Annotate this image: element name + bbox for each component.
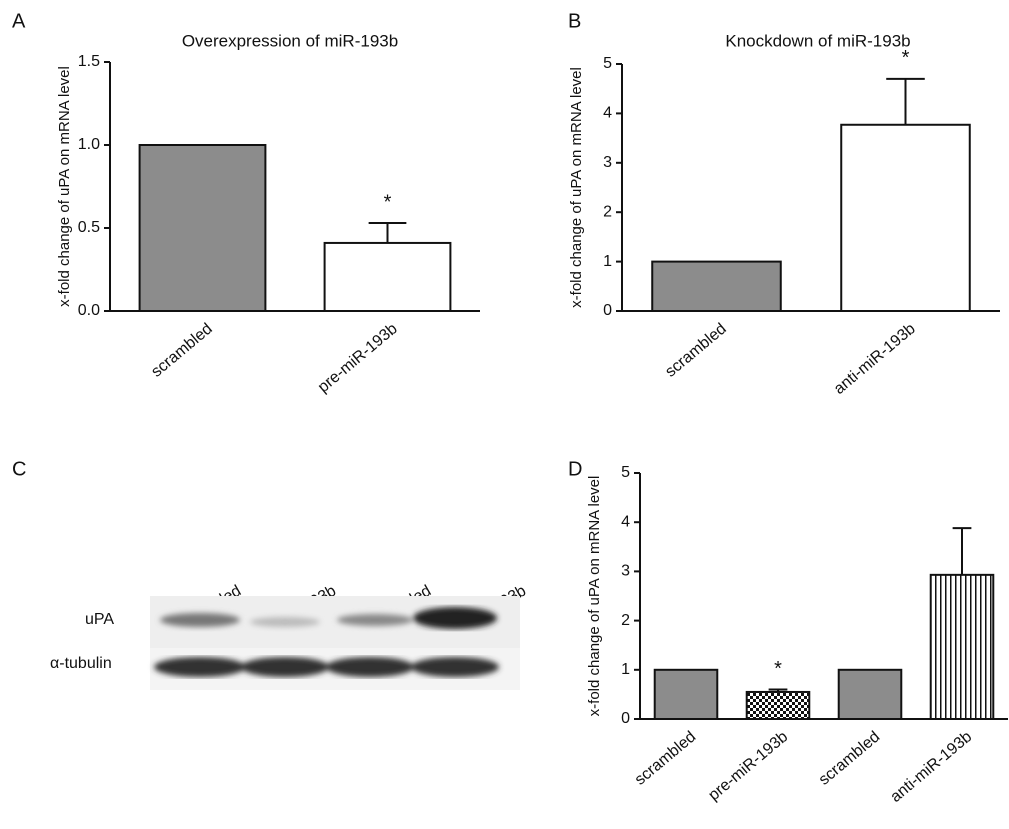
y-tick-label: 4 xyxy=(603,105,612,122)
bar xyxy=(841,125,970,311)
figure: C scrambled Pre-miR193b scrambled Anti-m… xyxy=(0,0,1009,829)
y-tick-label: 5 xyxy=(603,55,612,72)
panel-label: B xyxy=(568,10,581,32)
y-tick-label: 1 xyxy=(621,661,630,678)
row-label: uPA xyxy=(85,611,114,628)
x-tick-label: pre-miR-193b xyxy=(315,320,401,396)
y-tick-label: 0.0 xyxy=(78,302,100,319)
bar xyxy=(747,692,810,719)
y-tick-label: 2 xyxy=(603,203,612,220)
y-tick-label: 4 xyxy=(621,513,630,530)
row-label: α-tubulin xyxy=(50,655,112,672)
x-tick-label: scrambled xyxy=(632,728,699,788)
significance-mark: * xyxy=(902,47,910,69)
panel-label: A xyxy=(12,10,26,32)
y-tick-label: 1.0 xyxy=(78,136,100,153)
bar xyxy=(655,670,718,719)
bar xyxy=(839,670,902,719)
y-tick-label: 5 xyxy=(621,464,630,481)
chart-title: Knockdown of miR-193b xyxy=(725,31,910,50)
significance-mark: * xyxy=(774,658,782,680)
bar xyxy=(931,575,994,719)
y-tick-label: 1 xyxy=(603,253,612,270)
y-tick-label: 0 xyxy=(621,710,630,727)
x-tick-label: scrambled xyxy=(816,728,883,788)
x-tick-label: anti-miR-193b xyxy=(831,320,919,398)
panel-label: C xyxy=(12,458,26,480)
y-axis-label: x-fold change of uPA on mRNA level xyxy=(586,476,603,717)
y-tick-label: 0 xyxy=(603,302,612,319)
panel-label: D xyxy=(568,458,582,480)
y-tick-label: 3 xyxy=(603,154,612,171)
x-tick-label: scrambled xyxy=(662,320,729,380)
bar xyxy=(325,243,451,311)
chart-title: Overexpression of miR-193b xyxy=(182,31,398,50)
y-tick-label: 0.5 xyxy=(78,219,100,236)
y-tick-label: 1.5 xyxy=(78,53,100,70)
y-tick-label: 3 xyxy=(621,563,630,580)
y-axis-label: x-fold change of uPA on mRNA level xyxy=(56,66,73,307)
significance-mark: * xyxy=(384,191,392,213)
y-axis-label: x-fold change of uPA on mRNA level xyxy=(568,67,585,308)
x-tick-label: anti-miR-193b xyxy=(887,728,975,806)
bar xyxy=(140,145,266,311)
bar xyxy=(652,262,781,311)
x-tick-label: pre-miR-193b xyxy=(705,728,791,804)
x-tick-label: scrambled xyxy=(148,320,215,380)
y-tick-label: 2 xyxy=(621,612,630,629)
